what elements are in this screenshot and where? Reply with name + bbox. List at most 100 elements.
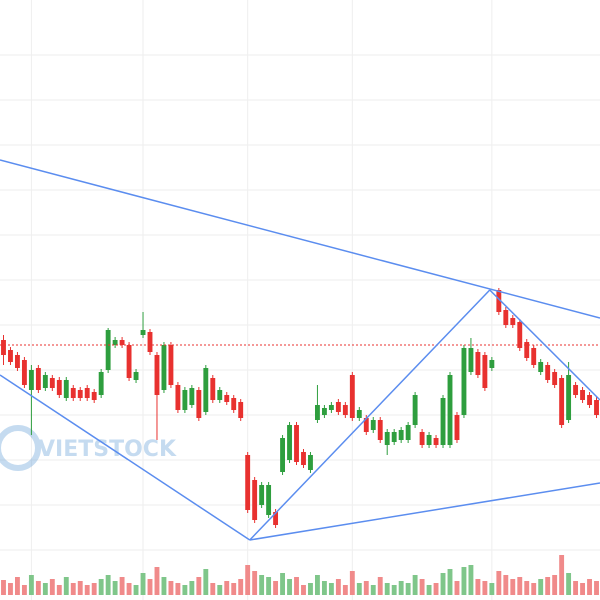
candle-body bbox=[91, 392, 97, 400]
candle-body bbox=[315, 405, 320, 420]
candle-body bbox=[266, 485, 272, 515]
candle-body bbox=[552, 372, 558, 385]
candle-body bbox=[475, 352, 481, 375]
candle-body bbox=[342, 405, 348, 415]
watermark-text: VIETSTOCK bbox=[38, 437, 177, 462]
volume-bar bbox=[8, 583, 13, 595]
volume-bar bbox=[573, 581, 579, 595]
volume-bar bbox=[280, 573, 285, 595]
trendline bbox=[489, 289, 600, 401]
volume-bar bbox=[266, 577, 272, 595]
trendline bbox=[249, 419, 366, 541]
volume-bar bbox=[482, 581, 488, 595]
candle-body bbox=[8, 350, 13, 362]
volume-bar bbox=[426, 585, 432, 595]
volume-bar bbox=[168, 581, 174, 595]
candle-body bbox=[580, 390, 585, 400]
volume-bar bbox=[35, 581, 41, 595]
candle-body bbox=[126, 345, 132, 378]
volume-bar bbox=[175, 583, 181, 595]
candle-body bbox=[98, 372, 104, 395]
candle-body bbox=[1, 340, 6, 355]
candle-body bbox=[545, 365, 551, 380]
candle-body bbox=[252, 480, 258, 520]
candle-body bbox=[356, 410, 362, 418]
volume-bar bbox=[259, 575, 265, 595]
candle-body bbox=[287, 425, 292, 460]
candle-body bbox=[384, 432, 390, 445]
volume-bar bbox=[49, 579, 55, 595]
volume-bar bbox=[28, 575, 34, 595]
volume-bar bbox=[440, 573, 446, 595]
volume-bar bbox=[182, 585, 188, 595]
volume-bar bbox=[126, 583, 132, 595]
volume-bar bbox=[538, 579, 544, 595]
trendline bbox=[0, 159, 600, 319]
volume-bar bbox=[315, 575, 320, 595]
volume-bar bbox=[42, 583, 48, 595]
volume-bar bbox=[321, 581, 327, 595]
candle-body bbox=[454, 415, 460, 440]
volume-bar bbox=[510, 579, 516, 595]
volume-bar bbox=[238, 579, 244, 595]
volume-bar bbox=[419, 579, 425, 595]
candle-body bbox=[447, 375, 453, 445]
candle-body bbox=[510, 318, 516, 325]
watermark-logo bbox=[0, 425, 41, 471]
volume-bar bbox=[349, 571, 355, 595]
volume-bar bbox=[454, 581, 460, 595]
volume-bar bbox=[433, 583, 439, 595]
candle-body bbox=[559, 378, 565, 425]
candle-body bbox=[412, 395, 418, 425]
candle-body bbox=[308, 455, 313, 470]
candle-body bbox=[391, 432, 397, 442]
volume-bar bbox=[342, 585, 348, 595]
volume-bar bbox=[559, 555, 565, 595]
candle-body bbox=[140, 330, 146, 335]
candle-body bbox=[503, 310, 509, 325]
trendline bbox=[364, 289, 491, 421]
candle-body bbox=[56, 380, 62, 395]
volume-bar bbox=[566, 573, 572, 595]
candle-body bbox=[63, 380, 69, 398]
volume-bar bbox=[112, 581, 118, 595]
candle-body bbox=[328, 405, 334, 410]
volume-bar bbox=[140, 573, 146, 595]
volume-bar bbox=[63, 577, 69, 595]
candle-body bbox=[259, 485, 265, 505]
candle-body bbox=[280, 438, 285, 472]
volume-bar bbox=[154, 567, 160, 595]
volume-bar bbox=[245, 565, 251, 595]
volume-bar bbox=[217, 585, 223, 595]
volume-bar bbox=[15, 577, 20, 595]
candle-body bbox=[77, 390, 83, 398]
candle-body bbox=[119, 340, 125, 345]
volume-bar bbox=[468, 565, 474, 595]
candle-body bbox=[28, 370, 34, 390]
candle-body bbox=[419, 432, 425, 445]
candle-body bbox=[217, 390, 223, 400]
volume-bar bbox=[503, 575, 509, 595]
candle-body bbox=[587, 395, 592, 405]
candle-body bbox=[238, 402, 244, 418]
candle-body bbox=[440, 398, 446, 445]
volume-bar bbox=[363, 581, 369, 595]
candle-body bbox=[35, 368, 41, 390]
volume-bar bbox=[517, 577, 523, 595]
candle-body bbox=[210, 378, 216, 400]
volume-bar bbox=[70, 583, 76, 595]
volume-bar bbox=[594, 581, 599, 595]
candle-body bbox=[496, 290, 502, 312]
volume-bar bbox=[147, 579, 153, 595]
candle-body bbox=[273, 512, 279, 525]
volume-bar bbox=[1, 580, 6, 595]
candle-body bbox=[245, 455, 251, 510]
candle-body bbox=[349, 375, 355, 418]
volume-bar bbox=[133, 585, 139, 595]
candle-body bbox=[370, 420, 376, 430]
watermark: VIETSTOCK bbox=[0, 425, 177, 471]
volume-bar bbox=[328, 583, 334, 595]
candle-body bbox=[594, 400, 599, 415]
candle-body bbox=[168, 345, 174, 385]
